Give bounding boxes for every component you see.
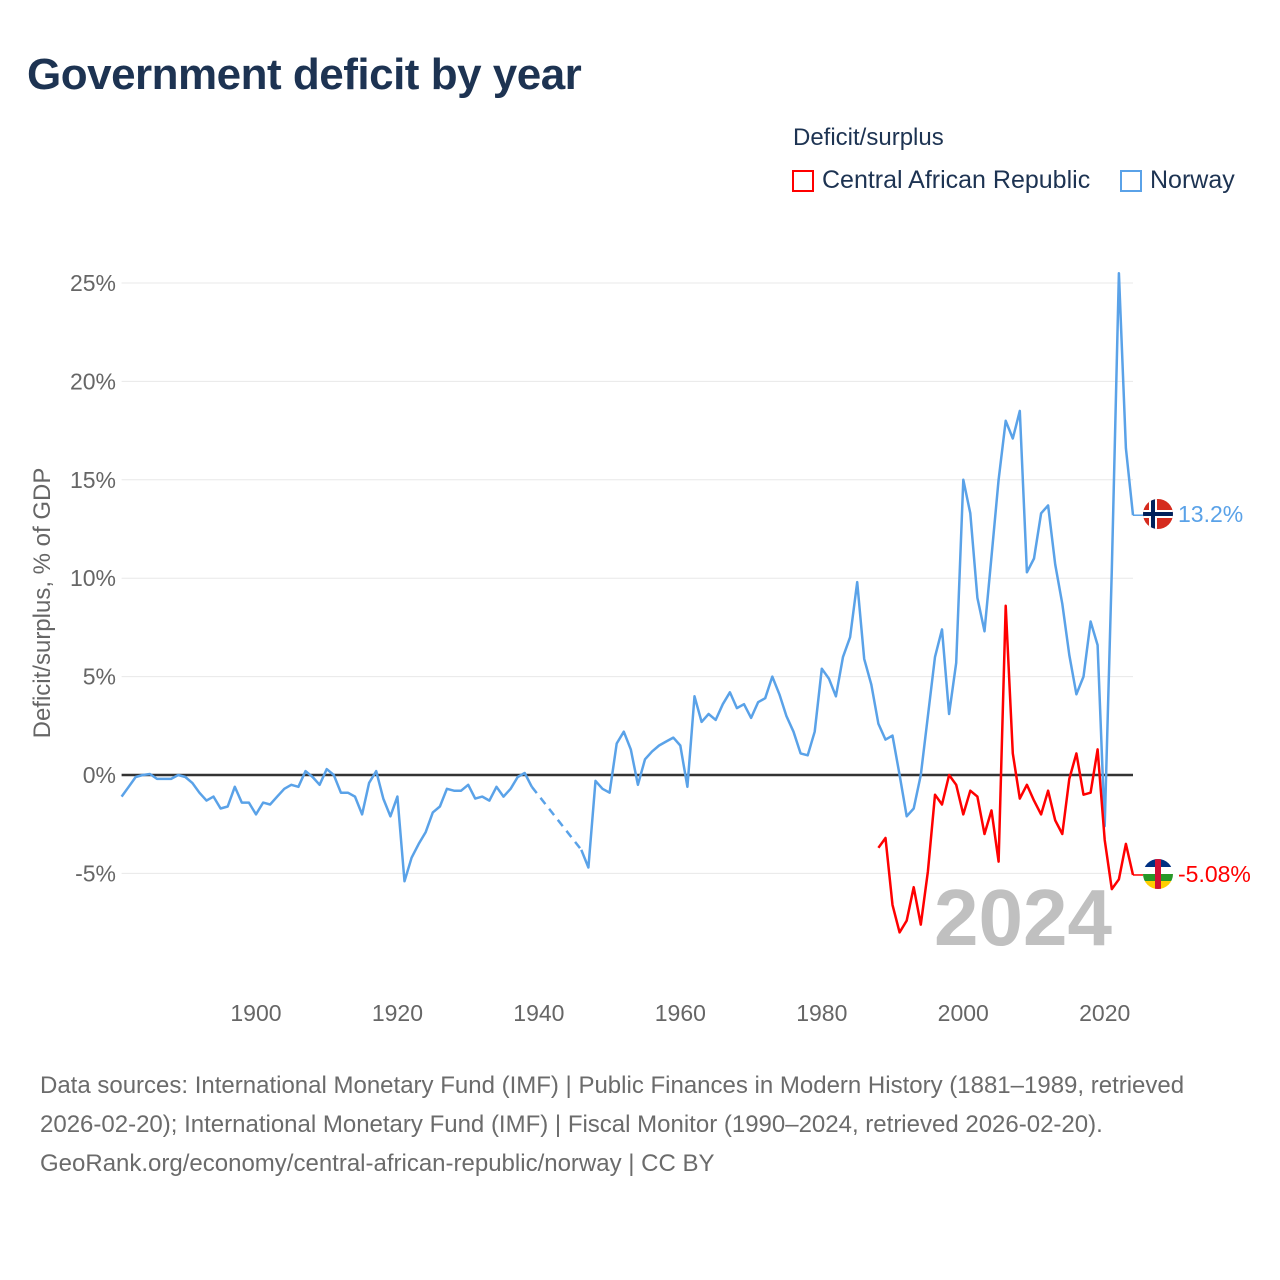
year-overlay: 2024 [934, 873, 1112, 962]
legend-label: Norway [1150, 166, 1235, 194]
series-norway [120, 271, 1143, 883]
y-tick-label: 25% [70, 270, 116, 296]
series-line [877, 604, 1135, 934]
x-tick-label: 1920 [372, 1000, 423, 1026]
data-sources: Data sources: International Monetary Fun… [40, 1072, 1185, 1138]
central-african-republic-flag-icon [1143, 859, 1173, 889]
norway-flag-icon [1143, 499, 1173, 529]
y-tick-label: 15% [70, 467, 116, 493]
series-gap-dashed [530, 786, 583, 851]
legend-swatch-car [792, 169, 814, 192]
series-line [120, 767, 533, 883]
x-tick-label: 1900 [230, 1000, 281, 1026]
legend-item-central-african-republic[interactable]: Central African Republic [792, 166, 1090, 195]
y-tick-label: 0% [83, 762, 116, 788]
footer: Data sources: International Monetary Fun… [40, 1066, 1240, 1183]
legend-item-norway[interactable]: Norway [1120, 166, 1235, 195]
legend-label: Central African Republic [822, 166, 1091, 194]
y-tick-label: 5% [83, 664, 116, 690]
series-line [580, 271, 1135, 869]
y-tick-label: -5% [75, 860, 116, 886]
credit-link[interactable]: GeoRank.org/economy/central-african-repu… [40, 1150, 715, 1177]
legend-swatch-norway [1120, 169, 1142, 192]
y-axis-label: Deficit/surplus, % of GDP [29, 468, 56, 739]
norway-end-label: 13.2% [1178, 501, 1243, 527]
x-tick-label: 1940 [513, 1000, 564, 1026]
x-tick-label: 2020 [1079, 1000, 1130, 1026]
y-tick-label: 10% [70, 565, 116, 591]
chart-title: Government deficit by year [27, 50, 582, 99]
y-tick-label: 20% [70, 368, 116, 394]
legend-title: Deficit/surplus [793, 124, 944, 151]
x-tick-label: 1980 [796, 1000, 847, 1026]
x-tick-label: 1960 [655, 1000, 706, 1026]
car-end-label: -5.08% [1178, 861, 1251, 887]
series-central-african-republic [877, 604, 1143, 934]
x-tick-label: 2000 [938, 1000, 989, 1026]
